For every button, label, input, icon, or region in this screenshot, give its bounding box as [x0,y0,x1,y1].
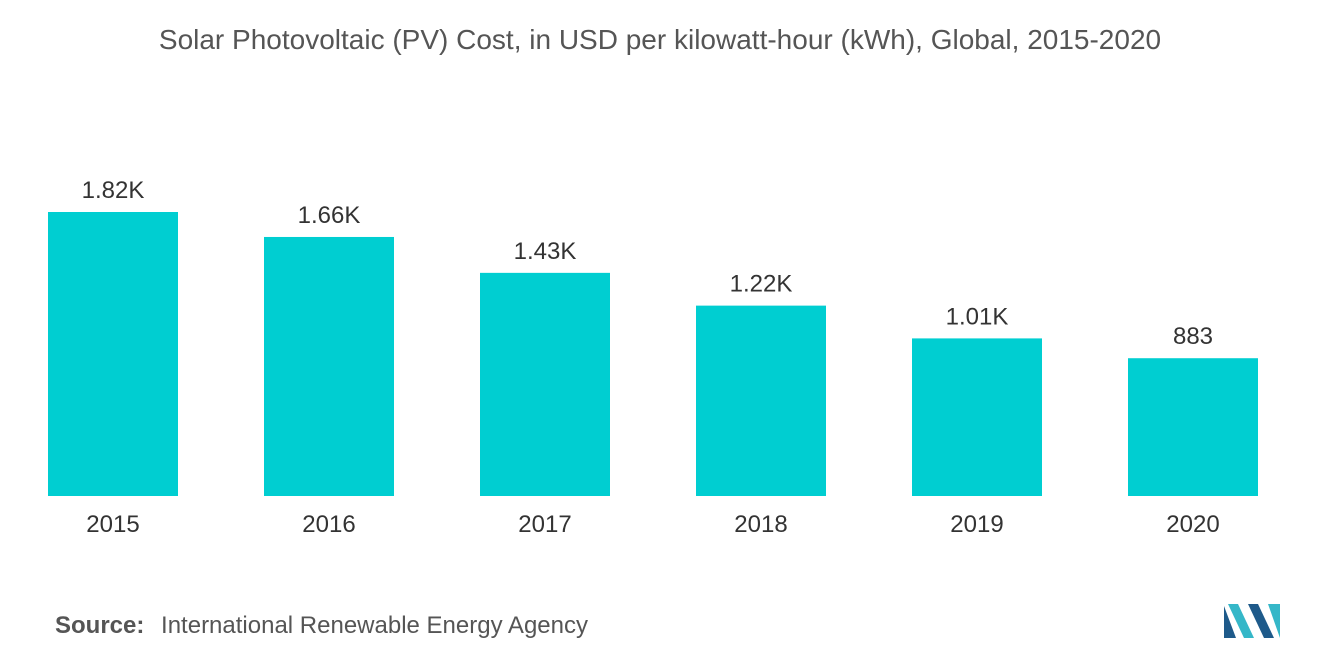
x-tick-label-2020: 2020 [1166,511,1219,538]
data-label-2020: 883 [1173,323,1213,350]
data-label-2018: 1.22K [730,271,793,298]
data-label-2019: 1.01K [946,303,1009,330]
data-label-2015: 1.82K [82,177,145,204]
bar-2015 [48,212,178,496]
bar-chart: 1.82K 2015 1.66K 2016 1.43K 2017 1.22K 2018 1.01… [48,177,1258,538]
x-tick-label-2019: 2019 [950,511,1003,538]
data-label-2017: 1.43K [514,238,577,265]
x-tick-label-2018: 2018 [734,511,787,538]
bar-2017 [480,272,610,496]
x-tick-label-2015: 2015 [86,511,139,538]
x-tick-label-2016: 2016 [302,511,355,538]
source-text: International Renewable Energy Agency [161,612,588,639]
bar-2019 [912,338,1042,496]
x-tick-label-2017: 2017 [518,511,571,538]
bar-2018 [696,305,826,496]
bar-2020 [1128,358,1258,496]
source-label: Source: [55,612,145,639]
bar-2016 [264,236,394,496]
mordor-intelligence-logo-icon [1224,604,1280,638]
data-label-2016: 1.66K [298,202,361,229]
source-line: Source: International Renewable Energy A… [55,612,588,640]
chart-title: Solar Photovoltaic (PV) Cost, in USD per… [158,24,1162,55]
